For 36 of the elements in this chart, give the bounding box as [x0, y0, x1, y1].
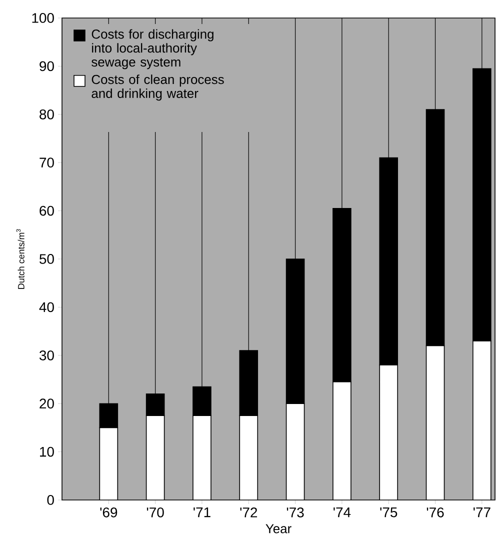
- x-tick-label: '69: [100, 508, 118, 518]
- bar: [146, 415, 165, 500]
- x-tick-label: '71: [194, 508, 210, 518]
- bar: [99, 427, 118, 500]
- y-tick-label: 90: [40, 61, 54, 72]
- y-tick-label: 100: [32, 13, 54, 23]
- bar: [472, 340, 492, 500]
- x-tick-label: '77: [474, 508, 490, 518]
- x-tick-label: '72: [240, 508, 258, 518]
- y-tick-label: 40: [39, 302, 54, 312]
- x-tick-label: '74: [334, 508, 351, 518]
- y-tick-label: 50: [40, 254, 54, 264]
- x-tick-label: '75: [380, 508, 398, 518]
- legend-label: Costs for discharging into local-authority sewage system: [92, 29, 214, 70]
- y-tick-label: 10: [40, 446, 54, 457]
- bar: [426, 345, 445, 500]
- y-tick-label: 70: [40, 158, 54, 168]
- bar: [286, 403, 305, 500]
- y-tick-label: 60: [40, 206, 54, 216]
- y-axis-title: Dutch cents/m$^{3}$: [16, 229, 24, 289]
- x-tick-label: '70: [146, 508, 164, 518]
- bar: [239, 415, 258, 500]
- bar: [192, 386, 212, 416]
- bar: [332, 382, 352, 500]
- bar: [379, 364, 398, 500]
- legend-label: Costs of clean process and drinking water: [92, 74, 224, 101]
- bar: [192, 415, 212, 500]
- y-tick-label: 30: [39, 350, 54, 360]
- y-tick-label: 80: [40, 109, 54, 120]
- y-tick-label: 0: [47, 495, 54, 505]
- bar: [146, 394, 165, 416]
- y-tick-label: 20: [40, 398, 54, 409]
- x-axis-title: Year: [266, 524, 292, 534]
- x-tick-label: '73: [286, 508, 304, 518]
- bar: [239, 350, 258, 416]
- x-tick-label: '76: [426, 508, 444, 518]
